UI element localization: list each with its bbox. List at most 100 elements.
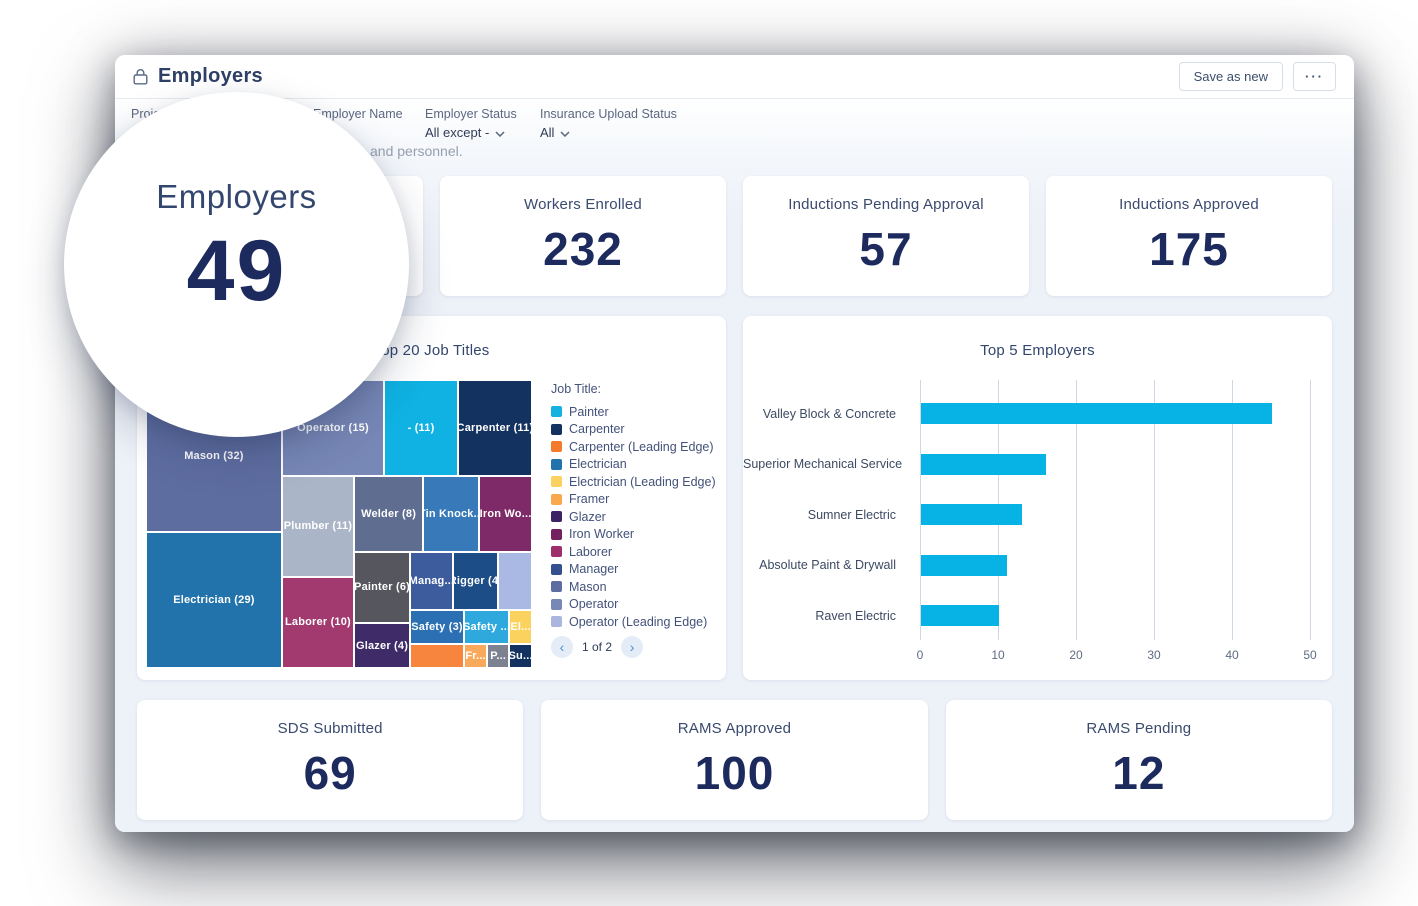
legend-label: Electrician xyxy=(569,457,627,472)
stat-label: RAMS Approved xyxy=(677,720,792,737)
treemap-cell-label: P... xyxy=(490,650,507,663)
save-as-new-button[interactable]: Save as new xyxy=(1178,62,1283,91)
bar-segment[interactable] xyxy=(921,453,1046,475)
legend-swatch xyxy=(551,581,562,593)
gridline xyxy=(1154,380,1155,640)
top-employers-chart-card: Top 5 Employers Valley Block & Concrete S… xyxy=(743,316,1332,680)
treemap-cell[interactable]: Su... xyxy=(509,644,532,668)
stat-label: Inductions Approved xyxy=(1119,196,1259,213)
stat-label: RAMS Pending xyxy=(1086,720,1192,737)
bar-segment[interactable] xyxy=(921,403,1272,424)
treemap-cell[interactable]: Plumber (11) xyxy=(281,475,355,577)
stat-value: 175 xyxy=(1149,223,1229,275)
treemap-cell-label: Painter (6) xyxy=(354,581,411,594)
legend-label: Operator xyxy=(569,597,619,612)
treemap-cell[interactable]: Manag... xyxy=(410,551,453,610)
legend-item: Glazer xyxy=(551,508,716,526)
legend-swatch xyxy=(551,616,562,628)
legend-swatch xyxy=(551,441,562,453)
lock-icon xyxy=(133,68,148,85)
legend-label: Painter xyxy=(569,404,609,419)
pagination-prev-button[interactable]: ‹ xyxy=(551,636,573,658)
treemap-cell[interactable]: Safety ... xyxy=(464,609,510,645)
treemap-cell[interactable]: El... xyxy=(509,609,532,645)
more-options-button[interactable]: ··· xyxy=(1293,62,1336,91)
magnifier-bubble: Employers 49 xyxy=(64,92,409,437)
treemap-cell-label: Tin Knock... xyxy=(424,507,480,520)
filter-employer-name-label: Employer Name xyxy=(313,107,403,121)
legend-label: Carpenter xyxy=(569,422,625,437)
app-window: Employers Save as new ··· Project Employ… xyxy=(115,55,1354,832)
treemap-title: Top 20 Job Titles xyxy=(373,342,490,359)
legend-swatch xyxy=(551,493,562,505)
bar-segment[interactable] xyxy=(921,554,1007,576)
treemap-cell-label: Carpenter (11) xyxy=(457,421,532,434)
gridline xyxy=(1310,380,1311,640)
barchart-title: Top 5 Employers xyxy=(980,342,1095,359)
filter-insurance-label: Insurance Upload Status xyxy=(540,107,677,121)
treemap-cell-label: Laborer (10) xyxy=(284,616,351,629)
treemap-cell[interactable]: Iron Wo... xyxy=(479,475,532,552)
pagination-next-button[interactable]: › xyxy=(621,636,644,658)
treemap-cell[interactable] xyxy=(498,551,532,610)
bar-category-label: Absolute Paint & Drywall xyxy=(759,558,896,572)
bar-category-label: Raven Electric xyxy=(815,608,896,623)
treemap-cell[interactable]: Fr... xyxy=(464,644,488,668)
treemap-cell[interactable]: Laborer (10) xyxy=(281,576,355,668)
magnifier-label: Employers xyxy=(156,178,317,215)
treemap-cell[interactable]: Safety (3) xyxy=(410,609,465,645)
legend-items: Painter Carpenter Carpenter (Leading Edge)… xyxy=(551,403,716,631)
treemap-cell-label: Su... xyxy=(509,650,532,663)
legend-title: Job Title: xyxy=(551,382,602,396)
insurance-status-value: All xyxy=(540,125,555,140)
legend-label: Framer xyxy=(569,492,610,507)
treemap-cell[interactable] xyxy=(410,644,465,668)
treemap-cell[interactable]: Welder (8) xyxy=(354,475,424,552)
chevron-down-icon xyxy=(495,125,505,140)
stat-label: Workers Enrolled xyxy=(524,196,642,213)
filter-employer-status: Employer Status All except - xyxy=(425,107,517,140)
stat-value: 57 xyxy=(859,223,913,275)
filter-insurance-upload-status: Insurance Upload Status All xyxy=(540,107,677,140)
treemap-cell-label: Operator (15) xyxy=(297,421,369,434)
legend-item: Mason xyxy=(551,578,716,596)
legend-swatch xyxy=(551,546,562,558)
legend-item: Laborer xyxy=(551,543,716,561)
legend-swatch xyxy=(551,423,562,435)
treemap-cell[interactable]: Tin Knock... xyxy=(423,475,480,552)
filter-employer-name: Employer Name xyxy=(313,107,403,121)
employer-status-dropdown[interactable]: All except - xyxy=(425,125,517,140)
legend-item: Electrician (Leading Edge) xyxy=(551,473,716,491)
treemap-cell-label: Mason (32) xyxy=(184,450,244,463)
treemap-cell-label: - (11) xyxy=(407,421,435,434)
page-title: Employers xyxy=(158,65,263,87)
bar-segment[interactable] xyxy=(921,504,1023,525)
treemap-cell[interactable]: - (11) xyxy=(384,380,458,476)
legend-swatch xyxy=(551,406,562,418)
bar-category-label: Sumner Electric xyxy=(807,507,896,522)
stat-card-inductions-approved: Inductions Approved 175 xyxy=(1046,176,1332,296)
treemap-cell[interactable]: P... xyxy=(487,644,510,668)
window-header: Employers Save as new ··· xyxy=(115,55,1354,99)
treemap-card: Top 20 Job Titles Mason (32) Electrician … xyxy=(137,316,726,680)
barchart-plot-area xyxy=(920,380,1311,640)
treemap-legend: Job Title: Painter Carpenter Carpenter (Le… xyxy=(551,382,716,631)
stat-card-workers-enrolled: Workers Enrolled 232 xyxy=(440,176,726,296)
treemap-cell[interactable]: Rigger (4) xyxy=(452,551,499,610)
bar-segment[interactable] xyxy=(921,605,999,626)
treemap-cell[interactable]: Carpenter (11) xyxy=(457,380,532,476)
treemap-cell-label: Plumber (11) xyxy=(283,520,353,533)
job-titles-treemap: Mason (32) Electrician (29) Operator (15) -… xyxy=(146,380,532,668)
stat-card-row-bottom: SDS Submitted 69 RAMS Approved 100 RAMS … xyxy=(137,700,1332,820)
stat-value: 100 xyxy=(694,747,775,799)
treemap-cell[interactable]: Electrician (29) xyxy=(146,532,282,668)
legend-item: Iron Worker xyxy=(551,526,716,544)
stat-card-rams-pending: RAMS Pending 12 xyxy=(945,700,1332,820)
insurance-status-dropdown[interactable]: All xyxy=(540,125,677,140)
treemap-cell[interactable]: Painter (6) xyxy=(354,551,411,624)
bar-category-label: Superior Mechanical Service xyxy=(743,457,903,471)
gridline xyxy=(920,380,921,640)
legend-label: Glazer xyxy=(569,509,606,524)
legend-label: Mason xyxy=(569,579,607,594)
treemap-cell[interactable]: Glazer (4) xyxy=(354,623,411,668)
